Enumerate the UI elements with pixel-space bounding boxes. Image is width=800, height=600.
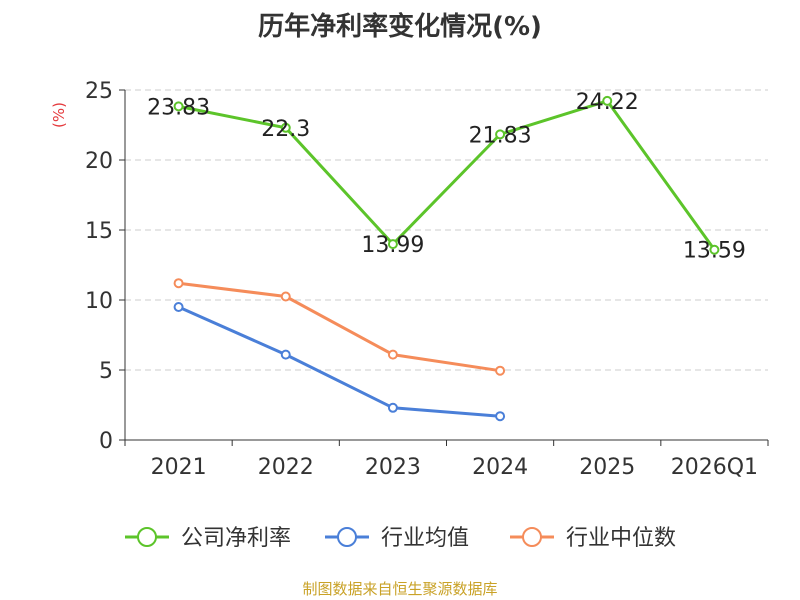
x-tick-label: 2024 xyxy=(472,455,528,480)
y-tick-label: 0 xyxy=(99,429,113,454)
series-line-0 xyxy=(178,99,716,251)
legend-item: 行业中位数 xyxy=(510,526,676,551)
data-label: 24.22 xyxy=(576,90,639,115)
chart-title: 历年净利率变化情况(%) xyxy=(258,12,542,42)
data-label: 22.3 xyxy=(261,117,310,142)
y-tick-label: 10 xyxy=(85,289,113,314)
x-tick-label: 2021 xyxy=(151,455,207,480)
data-point xyxy=(280,349,291,360)
x-tick-label: 2023 xyxy=(365,455,421,480)
x-tick-label: 2026Q1 xyxy=(671,455,758,480)
data-point xyxy=(280,291,291,302)
legend-item: 公司净利率 xyxy=(125,526,291,551)
series-line-2 xyxy=(178,281,501,373)
legend-item: 行业均值 xyxy=(325,526,469,551)
y-tick-label: 25 xyxy=(85,79,113,104)
data-label: 21.83 xyxy=(469,123,532,148)
data-label: 23.83 xyxy=(147,95,210,120)
data-point xyxy=(173,101,184,112)
data-label: 13.99 xyxy=(361,233,424,258)
legend-marker xyxy=(137,527,157,547)
legend-marker xyxy=(522,527,542,547)
data-label: 13.59 xyxy=(683,239,746,264)
legend: 公司净利率 行业均值 行业中位数 xyxy=(125,526,676,551)
series-line-1 xyxy=(177,305,501,418)
data-point xyxy=(173,302,184,312)
legend-label: 行业中位数 xyxy=(566,526,676,551)
data-point xyxy=(495,129,506,140)
legend-marker xyxy=(337,527,357,547)
data-point xyxy=(602,95,613,106)
x-tick-label: 2025 xyxy=(579,455,635,480)
source-footer: 制图数据来自恒生聚源数据库 xyxy=(302,580,498,598)
data-point xyxy=(387,349,398,360)
x-tick-label: 2022 xyxy=(258,455,314,480)
data-point xyxy=(280,122,291,133)
data-point xyxy=(387,239,398,250)
series-layer: 23.83 22.3 13.99 21.83 24.22 13.59 xyxy=(147,90,746,422)
data-point xyxy=(709,244,720,255)
y-tick-label: 5 xyxy=(99,359,113,384)
legend-label: 公司净利率 xyxy=(181,526,291,551)
legend-label: 行业均值 xyxy=(381,526,469,551)
data-point xyxy=(387,402,398,413)
y-tick-label: 20 xyxy=(85,149,113,174)
y-tick-label: 15 xyxy=(85,219,113,244)
data-point xyxy=(495,411,506,422)
data-point xyxy=(173,278,184,289)
grid-lines xyxy=(125,89,768,371)
data-point xyxy=(495,365,506,376)
